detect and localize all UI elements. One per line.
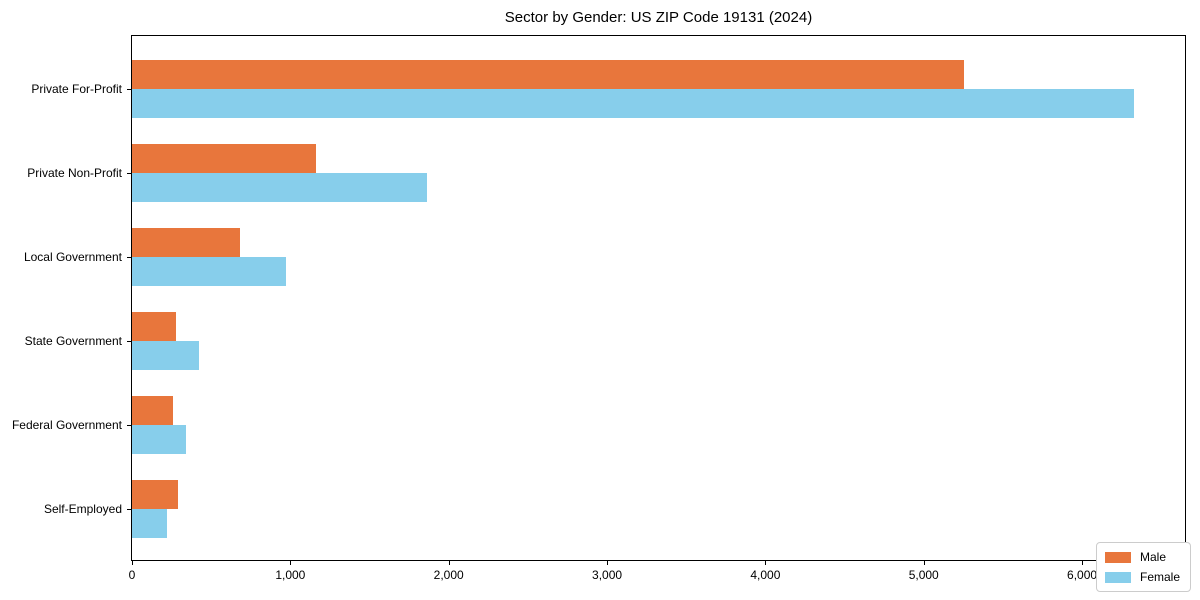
bar-female-5 — [132, 509, 167, 538]
y-axis-tick — [127, 257, 132, 258]
legend: Male Female — [1095, 542, 1191, 592]
x-axis-tick — [607, 560, 609, 565]
y-axis-label: Private Non-Profit — [27, 166, 122, 180]
bar-male-3 — [132, 312, 176, 341]
bar-female-4 — [132, 425, 186, 454]
legend-label-female: Female — [1139, 570, 1180, 584]
plot-area: Private For-Profit Private Non-Profit Loca… — [12, 35, 1186, 582]
bar-female-0 — [132, 89, 1134, 118]
x-axis-tick — [290, 560, 292, 565]
x-axis-tick — [132, 560, 133, 565]
x-axis-tick — [448, 560, 450, 565]
bar-male-2 — [132, 228, 240, 257]
x-axis-tick-label: 3,000 — [592, 568, 623, 582]
legend-swatch-male — [1104, 551, 1131, 563]
legend-item-female: Female — [1104, 570, 1180, 584]
x-axis-tick-label: 4,000 — [750, 568, 781, 582]
y-axis-tick — [127, 425, 132, 426]
x-axis-tick-label: 2,000 — [433, 568, 464, 582]
y-axis-label: Private For-Profit — [31, 82, 122, 96]
bar-male-0 — [132, 60, 964, 89]
x-axis-tick-label: 6,000 — [1067, 568, 1098, 582]
x-axis-tick — [923, 560, 925, 565]
y-axis-label: State Government — [24, 334, 122, 348]
legend-swatch-female — [1104, 571, 1131, 583]
y-axis-tick — [127, 341, 132, 342]
bar-male-5 — [132, 480, 178, 509]
x-axis-tick — [765, 560, 767, 565]
y-axis-tick — [127, 89, 132, 90]
y-axis-label: Federal Government — [11, 418, 122, 432]
x-axis-tick-label: 1,000 — [275, 568, 306, 582]
bar-male-4 — [132, 396, 173, 425]
x-axis-tick — [1082, 560, 1084, 565]
x-axis-tick-label: 0 — [128, 568, 136, 582]
bar-female-1 — [132, 173, 427, 202]
legend-item-male: Male — [1104, 550, 1180, 564]
bar-female-2 — [132, 257, 286, 286]
bar-male-1 — [132, 144, 316, 173]
chart-title: Sector by Gender: US ZIP Code 19131 (202… — [504, 9, 813, 26]
legend-label-male: Male — [1139, 550, 1166, 564]
y-axis-tick — [127, 509, 132, 510]
y-axis-label: Local Government — [23, 250, 122, 264]
y-axis-tick — [127, 173, 132, 174]
bar-female-3 — [132, 341, 199, 370]
y-axis-label: Self-Employed — [43, 502, 122, 516]
x-axis-tick-label: 5,000 — [908, 568, 939, 582]
